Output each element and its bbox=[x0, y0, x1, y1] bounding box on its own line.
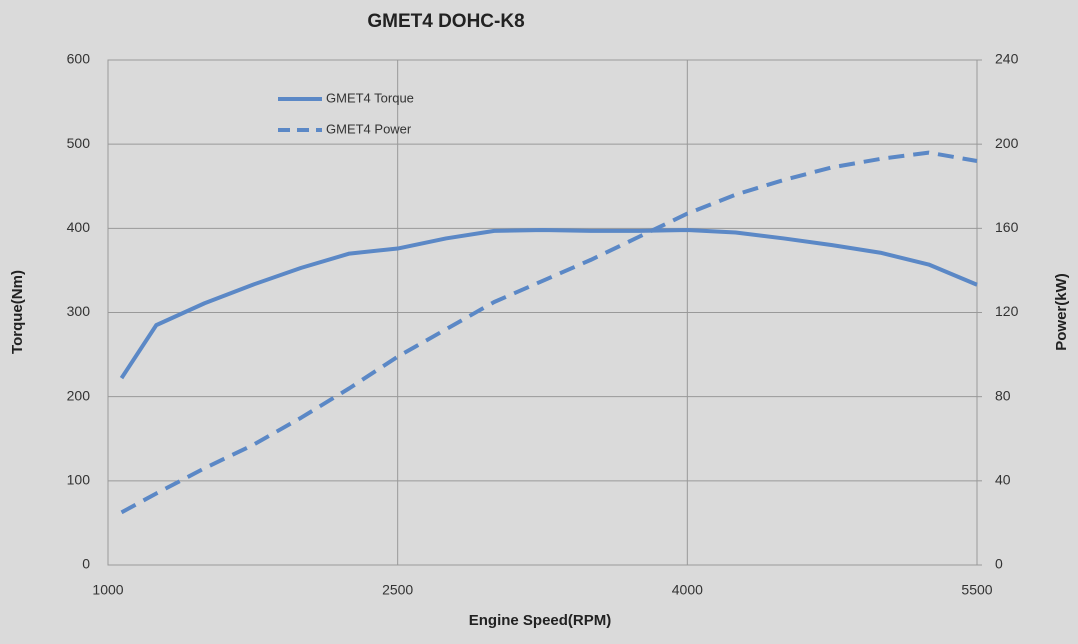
series-line bbox=[119, 228, 978, 380]
x-tick-label: 5500 bbox=[961, 582, 992, 598]
y-tick-label: 0 bbox=[82, 556, 90, 572]
x-tick-label: 1000 bbox=[92, 582, 123, 598]
y2-tick-label: 40 bbox=[995, 472, 1011, 488]
y2-axis-label: Power(kW) bbox=[1053, 273, 1070, 351]
y-tick-label: 500 bbox=[67, 135, 91, 151]
y2-tick-label: 160 bbox=[995, 219, 1019, 235]
legend-label: GMET4 Power bbox=[326, 121, 412, 136]
y-tick-label: 100 bbox=[67, 472, 91, 488]
y-tick-label: 300 bbox=[67, 303, 91, 319]
y2-tick-label: 200 bbox=[995, 135, 1019, 151]
legend-label: GMET4 Torque bbox=[326, 90, 414, 105]
x-axis-label: Engine Speed(RPM) bbox=[469, 612, 612, 629]
y2-tick-label: 0 bbox=[995, 556, 1003, 572]
y2-tick-label: 240 bbox=[995, 51, 1019, 67]
y-axis-label: Torque(Nm) bbox=[9, 270, 26, 354]
chart-title: GMET4 DOHC-K8 bbox=[367, 11, 524, 32]
y2-tick-label: 120 bbox=[995, 303, 1019, 319]
y-tick-label: 200 bbox=[67, 387, 91, 403]
y-tick-label: 400 bbox=[67, 219, 91, 235]
y-tick-label: 600 bbox=[67, 51, 91, 67]
series-line bbox=[120, 150, 978, 515]
x-tick-label: 4000 bbox=[672, 582, 703, 598]
x-tick-label: 2500 bbox=[382, 582, 413, 598]
y2-tick-label: 80 bbox=[995, 387, 1011, 403]
